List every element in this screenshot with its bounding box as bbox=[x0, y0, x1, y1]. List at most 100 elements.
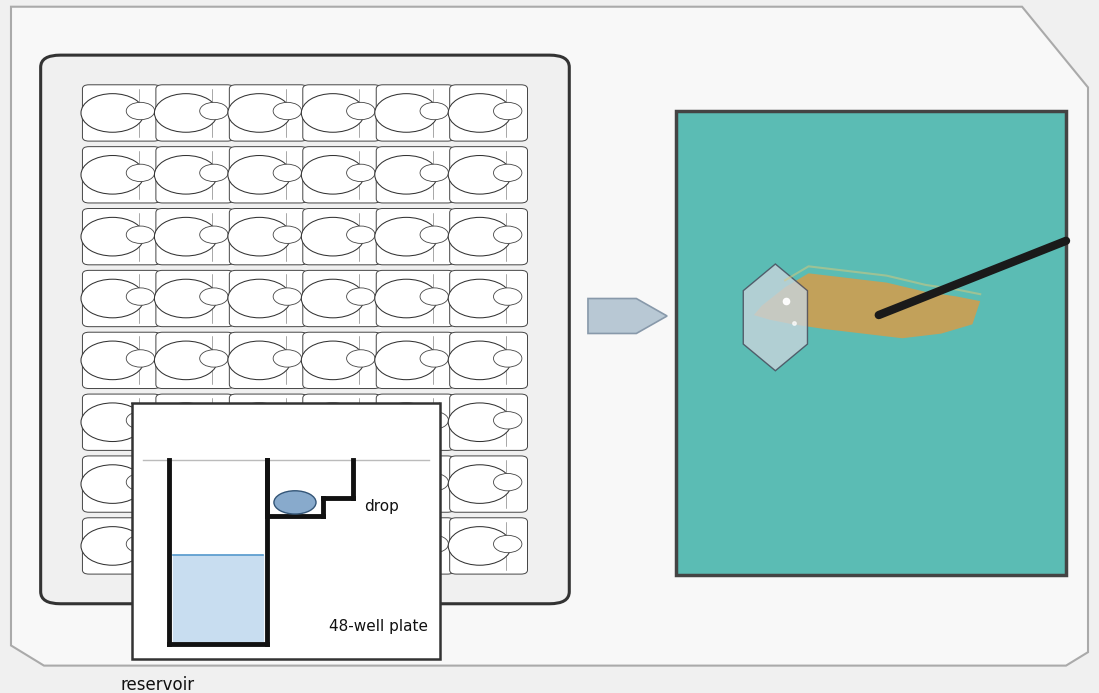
Circle shape bbox=[274, 103, 301, 120]
FancyBboxPatch shape bbox=[303, 85, 380, 141]
Circle shape bbox=[155, 465, 218, 503]
FancyBboxPatch shape bbox=[156, 518, 234, 574]
FancyBboxPatch shape bbox=[303, 332, 380, 389]
Circle shape bbox=[346, 350, 375, 367]
Circle shape bbox=[346, 535, 375, 553]
FancyBboxPatch shape bbox=[230, 270, 307, 326]
Circle shape bbox=[155, 155, 218, 194]
Polygon shape bbox=[743, 264, 808, 371]
Circle shape bbox=[448, 527, 511, 565]
Circle shape bbox=[448, 155, 511, 194]
Circle shape bbox=[346, 226, 375, 243]
FancyBboxPatch shape bbox=[156, 209, 234, 265]
Circle shape bbox=[200, 412, 229, 429]
Circle shape bbox=[301, 465, 365, 503]
Text: reservoir: reservoir bbox=[121, 676, 195, 693]
Circle shape bbox=[200, 535, 229, 553]
Circle shape bbox=[375, 465, 437, 503]
Circle shape bbox=[155, 94, 218, 132]
Circle shape bbox=[375, 279, 437, 318]
FancyArrow shape bbox=[588, 299, 667, 333]
Circle shape bbox=[81, 341, 144, 380]
Circle shape bbox=[420, 412, 448, 429]
Circle shape bbox=[420, 535, 448, 553]
Circle shape bbox=[448, 279, 511, 318]
Circle shape bbox=[126, 164, 155, 182]
Circle shape bbox=[227, 218, 291, 256]
Circle shape bbox=[448, 465, 511, 503]
Circle shape bbox=[200, 288, 229, 306]
Circle shape bbox=[81, 279, 144, 318]
Circle shape bbox=[301, 94, 365, 132]
Circle shape bbox=[200, 164, 229, 182]
Circle shape bbox=[420, 350, 448, 367]
Text: 48-well plate: 48-well plate bbox=[330, 619, 429, 633]
Circle shape bbox=[227, 403, 291, 441]
FancyBboxPatch shape bbox=[449, 270, 528, 326]
FancyBboxPatch shape bbox=[676, 111, 1066, 575]
FancyBboxPatch shape bbox=[156, 456, 234, 512]
Circle shape bbox=[274, 288, 301, 306]
FancyBboxPatch shape bbox=[376, 332, 454, 389]
Circle shape bbox=[493, 535, 522, 553]
Circle shape bbox=[301, 279, 365, 318]
Circle shape bbox=[200, 226, 229, 243]
FancyBboxPatch shape bbox=[376, 209, 454, 265]
Circle shape bbox=[448, 403, 511, 441]
FancyBboxPatch shape bbox=[82, 209, 160, 265]
Polygon shape bbox=[754, 273, 980, 338]
Circle shape bbox=[126, 535, 155, 553]
Circle shape bbox=[155, 527, 218, 565]
Circle shape bbox=[493, 350, 522, 367]
Polygon shape bbox=[11, 7, 1088, 665]
Circle shape bbox=[301, 218, 365, 256]
FancyBboxPatch shape bbox=[376, 147, 454, 203]
FancyBboxPatch shape bbox=[82, 518, 160, 574]
Circle shape bbox=[274, 350, 301, 367]
Circle shape bbox=[200, 350, 229, 367]
Circle shape bbox=[227, 279, 291, 318]
Circle shape bbox=[155, 218, 218, 256]
FancyBboxPatch shape bbox=[449, 85, 528, 141]
Circle shape bbox=[81, 218, 144, 256]
FancyBboxPatch shape bbox=[41, 55, 569, 604]
Circle shape bbox=[274, 412, 301, 429]
Circle shape bbox=[155, 279, 218, 318]
FancyBboxPatch shape bbox=[156, 85, 234, 141]
Circle shape bbox=[126, 226, 155, 243]
FancyBboxPatch shape bbox=[449, 518, 528, 574]
FancyBboxPatch shape bbox=[449, 147, 528, 203]
FancyBboxPatch shape bbox=[230, 332, 307, 389]
FancyBboxPatch shape bbox=[230, 209, 307, 265]
Circle shape bbox=[200, 103, 229, 120]
Circle shape bbox=[227, 465, 291, 503]
Circle shape bbox=[375, 527, 437, 565]
FancyBboxPatch shape bbox=[156, 147, 234, 203]
Circle shape bbox=[301, 527, 365, 565]
Text: drop: drop bbox=[365, 500, 399, 514]
FancyBboxPatch shape bbox=[230, 456, 307, 512]
Circle shape bbox=[274, 164, 301, 182]
FancyBboxPatch shape bbox=[303, 270, 380, 326]
Circle shape bbox=[81, 155, 144, 194]
Circle shape bbox=[448, 94, 511, 132]
Circle shape bbox=[493, 164, 522, 182]
FancyBboxPatch shape bbox=[376, 85, 454, 141]
Circle shape bbox=[375, 341, 437, 380]
FancyBboxPatch shape bbox=[449, 332, 528, 389]
Circle shape bbox=[301, 341, 365, 380]
FancyBboxPatch shape bbox=[376, 270, 454, 326]
Circle shape bbox=[301, 155, 365, 194]
FancyBboxPatch shape bbox=[303, 209, 380, 265]
Circle shape bbox=[420, 473, 448, 491]
FancyBboxPatch shape bbox=[82, 332, 160, 389]
FancyBboxPatch shape bbox=[230, 518, 307, 574]
FancyBboxPatch shape bbox=[230, 147, 307, 203]
FancyBboxPatch shape bbox=[230, 85, 307, 141]
Circle shape bbox=[81, 94, 144, 132]
Circle shape bbox=[227, 341, 291, 380]
FancyBboxPatch shape bbox=[230, 394, 307, 450]
FancyBboxPatch shape bbox=[449, 394, 528, 450]
Circle shape bbox=[448, 341, 511, 380]
Circle shape bbox=[126, 350, 155, 367]
